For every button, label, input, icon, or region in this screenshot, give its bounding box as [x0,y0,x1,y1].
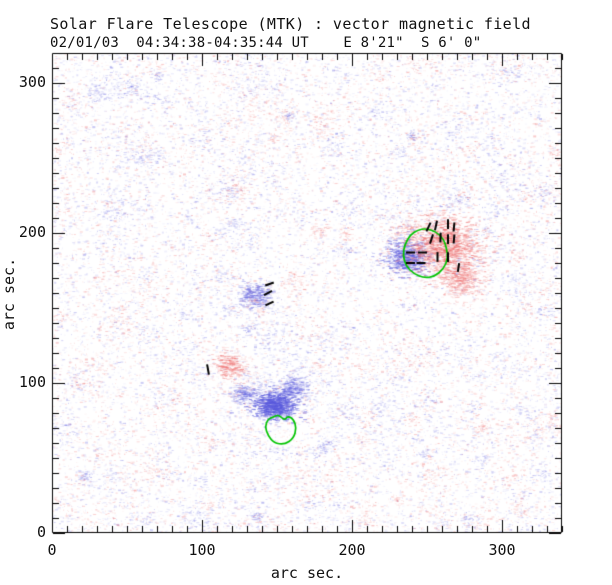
y-tick-label-0: 0 [36,523,46,542]
x-tick-label-100: 100 [188,541,216,559]
x-tick-label-200: 200 [338,541,366,559]
y-tick-label-300: 300 [18,73,46,92]
x-tick-label-0: 0 [47,541,57,559]
x-tick-label-300: 300 [488,541,516,559]
y-axis-label: arc sec. [0,257,18,331]
y-tick-label-100: 100 [18,373,46,392]
y-tick-label-200: 200 [18,223,46,242]
x-axis-label: arc sec. [270,564,344,582]
